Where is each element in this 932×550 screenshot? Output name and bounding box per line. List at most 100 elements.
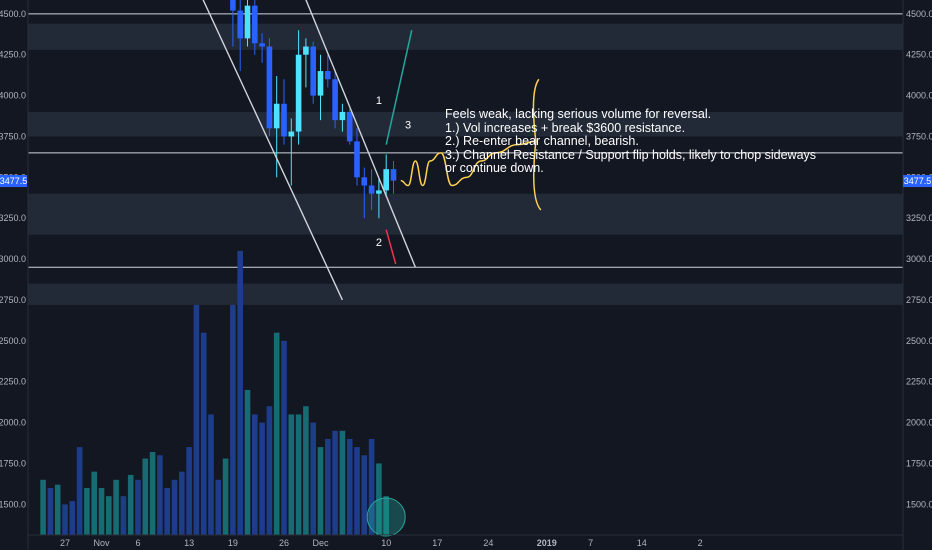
volume-bar: [62, 504, 68, 535]
current-price-tag-left: [0, 175, 27, 188]
price-axis-tick-left: 4250.0: [0, 50, 26, 60]
price-axis-tick-right: 3250.0: [906, 213, 932, 223]
volume-bar: [157, 455, 163, 535]
price-axis-tick-right: 4500.0: [906, 9, 932, 19]
price-axis-tick-left: 2250.0: [0, 377, 26, 387]
candle-body[interactable]: [346, 111, 353, 142]
candle-body[interactable]: [303, 46, 309, 55]
time-axis-tick: 7: [588, 538, 593, 548]
volume-bar: [69, 501, 76, 535]
candle-body[interactable]: [376, 190, 382, 194]
volume-bar: [76, 447, 83, 535]
candle-body[interactable]: [252, 5, 258, 44]
candle-body[interactable]: [237, 10, 243, 39]
analysis-note: Feels weak, lacking serious volume for r…: [445, 107, 865, 176]
price-axis-tick-right: 2750.0: [906, 295, 932, 305]
candle-body[interactable]: [368, 185, 375, 194]
price-axis-tick-right: 1500.0: [906, 499, 932, 509]
candle-body[interactable]: [354, 141, 360, 178]
candle-body[interactable]: [244, 5, 251, 39]
price-axis-tick-right: 4250.0: [906, 50, 932, 60]
volume-bar: [295, 414, 302, 535]
volume-bar: [230, 304, 236, 535]
volume-bar: [332, 430, 338, 535]
analysis-note-line: 3.) Channel Resistance / Support flip ho…: [445, 147, 817, 162]
volume-bar: [244, 389, 251, 535]
candle-body[interactable]: [266, 46, 273, 129]
time-axis-tick: 2019: [537, 538, 557, 548]
volume-bar: [120, 496, 127, 535]
candle-body[interactable]: [390, 169, 397, 181]
candle-body[interactable]: [288, 131, 295, 137]
scenario-drawings-layer[interactable]: 1 2 3: [376, 30, 542, 265]
price-zone: [28, 193, 903, 235]
candle-body[interactable]: [332, 79, 338, 121]
analysis-note-line: 1.) Vol increases + break $3600 resistan…: [445, 120, 686, 135]
volume-bar: [317, 447, 324, 535]
price-zone: [28, 111, 903, 137]
volume-highlight-circle[interactable]: [366, 497, 406, 537]
candle-body[interactable]: [273, 103, 280, 129]
price-zone: [28, 23, 903, 50]
analysis-note-line: 2.) Re-enter bear channel, bearish.: [445, 134, 639, 149]
analysis-note-line: or continue down.: [445, 161, 544, 176]
price-zone: [28, 283, 903, 305]
candle-body[interactable]: [317, 71, 324, 96]
candle-body[interactable]: [230, 0, 236, 11]
time-axis-tick: 6: [135, 538, 140, 548]
channel-trendline[interactable]: [175, 0, 417, 268]
scenario-2-red-arrow[interactable]: [385, 229, 397, 265]
price-axis-tick-right: 3750.0: [906, 131, 932, 141]
candle-body[interactable]: [339, 111, 346, 121]
price-axis-tick-left: 1500.0: [0, 499, 26, 509]
volume-bar: [354, 447, 360, 535]
candle-body[interactable]: [310, 46, 316, 96]
volume-layer: [40, 250, 406, 537]
trendlines-layer[interactable]: [72, 0, 417, 301]
volume-bar: [339, 430, 346, 535]
price-axis-tick-right: 2000.0: [906, 418, 932, 428]
time-axis-tick: 2: [698, 538, 703, 548]
price-axis-tick-right: 1750.0: [906, 458, 932, 468]
time-axis-tick: 27: [60, 538, 70, 548]
volume-bar: [179, 471, 185, 535]
time-axis-tick: 13: [184, 538, 194, 548]
volume-bar: [281, 340, 287, 535]
price-axis-tick-left: 2500.0: [0, 336, 26, 346]
current-price-tag-right: [903, 175, 932, 188]
candle-body[interactable]: [361, 177, 368, 186]
volume-bar: [303, 406, 309, 535]
volume-bar: [266, 406, 273, 535]
levels-layer: [28, 13, 903, 268]
volume-bar: [383, 496, 389, 535]
zones-layer: [28, 23, 903, 305]
volume-bar: [237, 250, 243, 535]
volume-bar: [98, 487, 105, 535]
scenario-3-bracket[interactable]: [532, 78, 542, 211]
time-axis-tick: 17: [432, 538, 442, 548]
time-axis-tick: 14: [637, 538, 647, 548]
volume-bar: [252, 414, 258, 535]
candle-body[interactable]: [295, 54, 302, 132]
scenario-label: 2: [376, 237, 382, 249]
candle-body[interactable]: [325, 71, 331, 80]
time-axis-tick: Nov: [93, 538, 110, 548]
candle-body[interactable]: [383, 169, 389, 191]
volume-bar: [84, 487, 90, 535]
volume-bar: [91, 471, 97, 535]
scenario-label: 3: [405, 119, 411, 131]
candles-layer[interactable]: [40, 0, 397, 219]
price-axis-tick-right: 3000.0: [906, 254, 932, 264]
volume-bar: [127, 474, 134, 535]
candle-body[interactable]: [281, 103, 287, 137]
channel-trendline[interactable]: [72, 0, 344, 301]
scenario-1-green-arrow[interactable]: [385, 30, 413, 145]
volume-bar: [135, 479, 141, 535]
volume-bar: [208, 414, 214, 535]
volume-bar: [259, 422, 265, 535]
volume-bar: [368, 438, 375, 535]
scenario-3-yellow-path[interactable]: [400, 140, 536, 187]
candle-body[interactable]: [259, 43, 265, 47]
volume-bar: [186, 447, 192, 535]
